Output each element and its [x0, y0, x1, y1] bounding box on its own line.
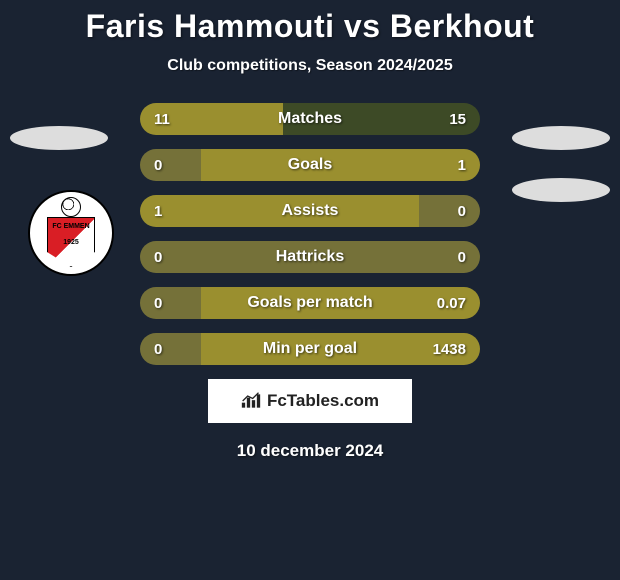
- bar-chart-icon: [241, 392, 261, 410]
- stats-list: 1115Matches01Goals10Assists00Hattricks00…: [140, 103, 480, 365]
- bar-left: [140, 149, 201, 181]
- bar-track: [140, 195, 480, 227]
- player-photo-placeholder-right-1: [512, 126, 610, 150]
- bar-right: [310, 241, 480, 273]
- bar-track: [140, 287, 480, 319]
- page-title: Faris Hammouti vs Berkhout: [0, 8, 620, 45]
- date-text: 10 december 2024: [0, 441, 620, 461]
- bar-track: [140, 149, 480, 181]
- stat-value-left: 0: [154, 249, 162, 266]
- bar-right: [201, 149, 480, 181]
- stat-value-right: 0: [458, 203, 466, 220]
- bar-left: [140, 333, 201, 365]
- bar-left: [140, 241, 310, 273]
- bar-track: [140, 241, 480, 273]
- subtitle: Club competitions, Season 2024/2025: [0, 57, 620, 75]
- stat-row: 10Assists: [140, 195, 480, 227]
- stat-value-right: 1: [458, 157, 466, 174]
- stat-value-right: 1438: [433, 341, 466, 358]
- brand-badge: FcTables.com: [208, 379, 412, 423]
- brand-text: FcTables.com: [267, 391, 379, 411]
- soccer-ball-icon: [61, 197, 81, 217]
- stat-value-left: 0: [154, 341, 162, 358]
- club-logo-left: FC EMMEN 1925: [28, 190, 114, 276]
- stat-value-right: 15: [449, 111, 466, 128]
- stat-value-left: 1: [154, 203, 162, 220]
- player-photo-placeholder-left: [10, 126, 108, 150]
- stat-row: 00Hattricks: [140, 241, 480, 273]
- stat-value-left: 0: [154, 295, 162, 312]
- stat-row: 1115Matches: [140, 103, 480, 135]
- bar-track: [140, 333, 480, 365]
- stat-value-right: 0: [458, 249, 466, 266]
- club-year: 1925: [63, 239, 79, 246]
- player-photo-placeholder-right-2: [512, 178, 610, 202]
- stat-row: 00.07Goals per match: [140, 287, 480, 319]
- comparison-card: Faris Hammouti vs Berkhout Club competit…: [0, 0, 620, 461]
- stat-value-left: 0: [154, 157, 162, 174]
- stat-row: 01438Min per goal: [140, 333, 480, 365]
- stat-value-right: 0.07: [437, 295, 466, 312]
- bar-left: [140, 287, 201, 319]
- club-name: FC EMMEN: [52, 223, 89, 230]
- stat-value-left: 11: [154, 111, 170, 128]
- stat-row: 01Goals: [140, 149, 480, 181]
- bar-right: [419, 195, 480, 227]
- bar-track: [140, 103, 480, 135]
- bar-left: [140, 195, 419, 227]
